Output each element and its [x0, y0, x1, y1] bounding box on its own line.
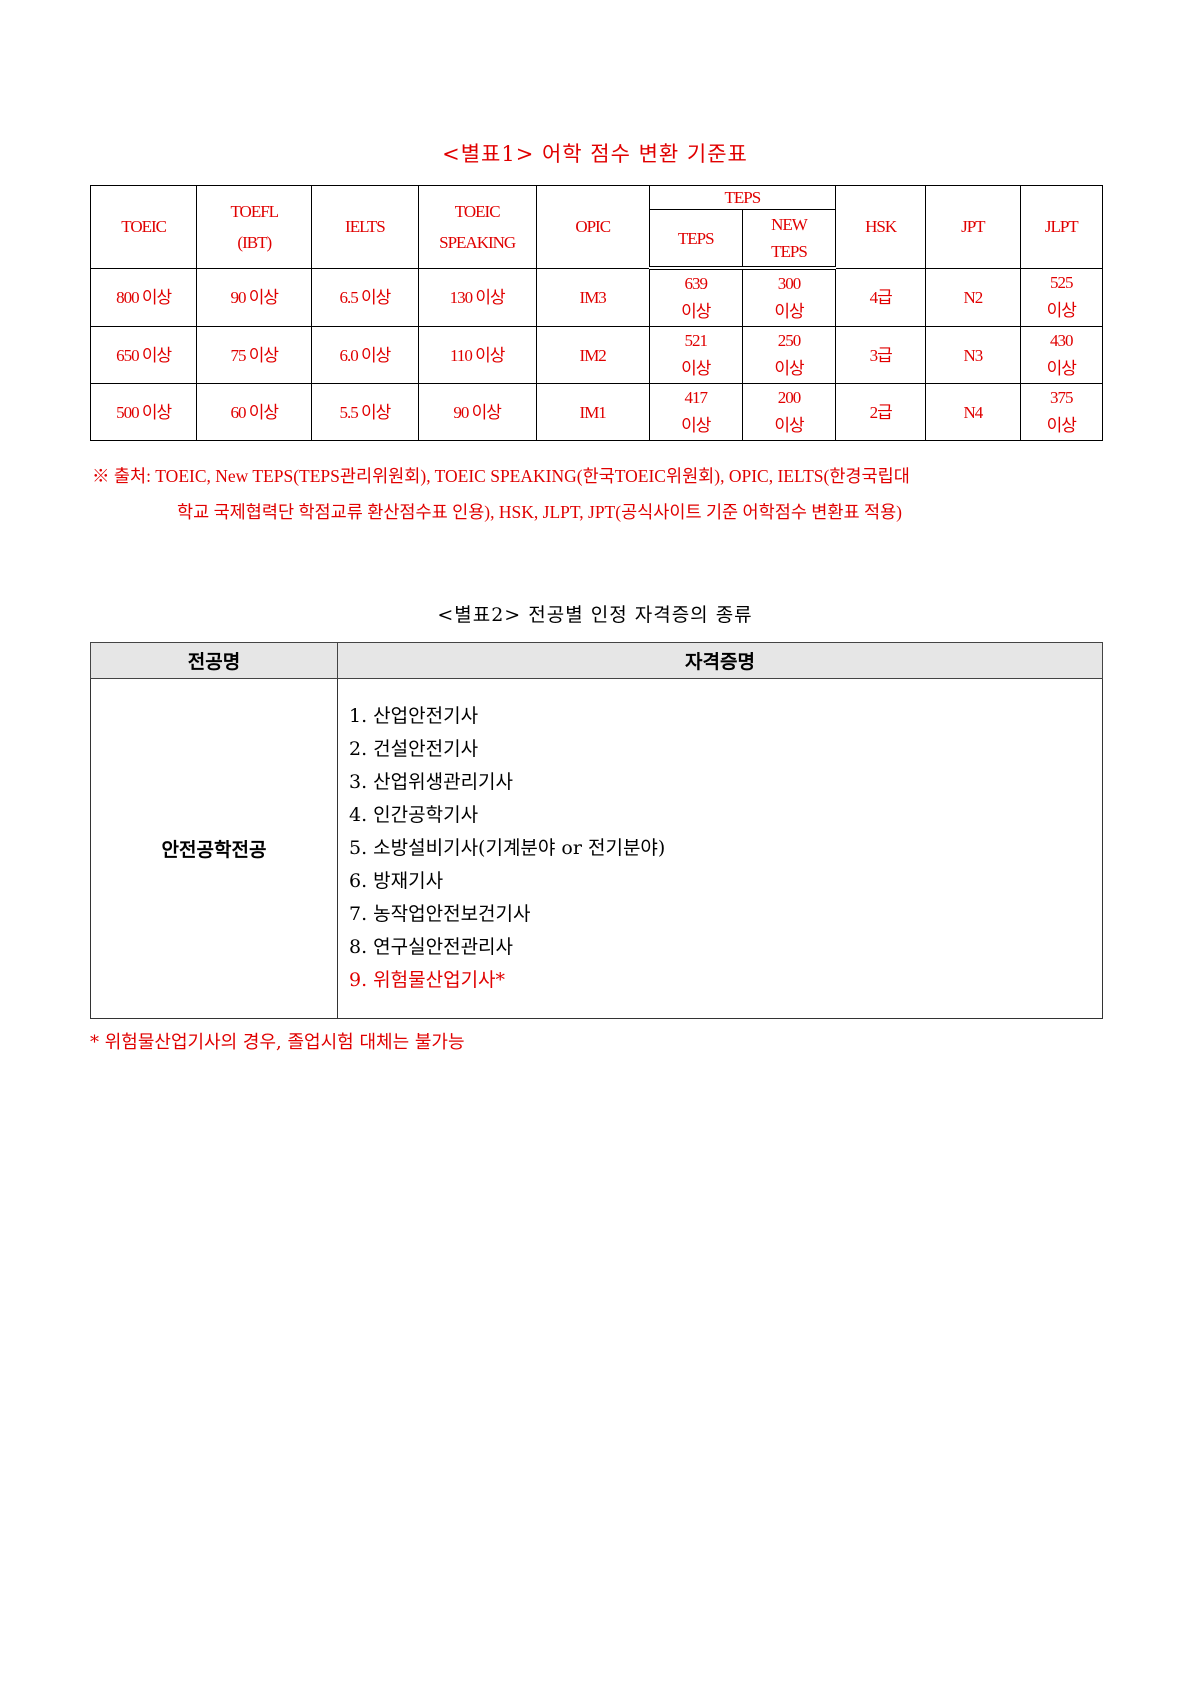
certificate-list: 1. 산업안전기사 2. 건설안전기사 3. 산업위생관리기사 4. 인간공학기사 5.…	[339, 680, 1101, 1017]
cell-teps: 639 이상	[648, 267, 743, 327]
cell-line: 300	[777, 274, 802, 293]
cell-toefl: 75 이상	[196, 326, 313, 384]
header-ielts: IELTS	[311, 185, 419, 269]
cell-new-teps: 300 이상	[741, 267, 837, 327]
header-toefl-l2: (IBT)	[237, 232, 272, 252]
header-nt-l1: NEW	[771, 215, 808, 234]
table-header-row: 전공명 자격증명	[90, 642, 1103, 679]
certificate-item: 8. 연구실안전관리사	[349, 936, 514, 958]
table1-source-note: ※ 출처: TOEIC, New TEPS(TEPS관리위원회), TOEIC …	[92, 458, 1102, 530]
header-ts-l1: TOEIC	[454, 201, 501, 221]
cell-ielts: 5.5 이상	[311, 383, 419, 441]
certificate-item: 5. 소방설비기사(기계분야 or 전기분야)	[349, 837, 666, 859]
cell-toeic: 500 이상	[89, 383, 198, 441]
header-jlpt: JLPT	[1019, 185, 1104, 269]
cell-new-teps: 250 이상	[741, 326, 837, 384]
note-line-1: ※ 출처: TOEIC, New TEPS(TEPS관리위원회), TOEIC …	[92, 466, 910, 486]
header-teps-group: TEPS	[648, 185, 837, 210]
header-toefl: TOEFL (IBT)	[196, 185, 313, 269]
major-name: 안전공학전공	[90, 678, 338, 1019]
certificate-item: 4. 인간공학기사	[349, 804, 479, 826]
cell-line: 이상	[681, 416, 711, 435]
cell-hsk: 2급	[835, 383, 927, 441]
cell-teps: 521 이상	[648, 326, 743, 384]
cell-hsk: 3급	[835, 326, 927, 384]
cell-line: 375	[1050, 388, 1074, 407]
table-row: 안전공학전공 1. 산업안전기사 2. 건설안전기사 3. 산업위생관리기사 4. 인…	[90, 678, 1103, 1019]
cell-toefl: 60 이상	[196, 383, 313, 441]
cell-teps: 417 이상	[648, 383, 743, 441]
table-header-row-2: TEPS NEW TEPS	[91, 209, 1103, 270]
cell-toeic-speaking: 130 이상	[417, 267, 537, 327]
certificate-list-cell: 1. 산업안전기사 2. 건설안전기사 3. 산업위생관리기사 4. 인간공학기사 5.…	[337, 678, 1103, 1019]
cell-line: 521	[684, 331, 708, 350]
cell-line: 250	[777, 331, 802, 350]
note-line-2: 학교 국제협력단 학점교류 환산점수표 인용), HSK, JLPT, JPT(…	[177, 502, 902, 522]
header-toefl-l1: TOEFL	[230, 201, 279, 221]
cell-jlpt: 375 이상	[1019, 383, 1104, 441]
cell-hsk: 4급	[835, 267, 927, 327]
certificate-item: 9. 위험물산업기사*	[349, 969, 506, 991]
cell-line: 이상	[1046, 359, 1077, 378]
cell-line: 200	[777, 388, 802, 407]
cell-new-teps: 200 이상	[741, 383, 837, 441]
cell-ielts: 6.0 이상	[311, 326, 419, 384]
cell-jpt: N3	[925, 326, 1021, 384]
certificate-item: 7. 농작업안전보건기사	[349, 903, 531, 925]
header-toeic-speaking: TOEIC SPEAKING	[417, 185, 537, 269]
certificate-item: 2. 건설안전기사	[349, 738, 479, 760]
cell-ielts: 6.5 이상	[311, 267, 419, 327]
table-row: 500 이상 60 이상 5.5 이상 90 이상 IM1 417 이상 200 이상 2급 N4 3…	[89, 383, 1104, 441]
header-opic: OPIC	[535, 185, 650, 269]
cell-line: 이상	[1046, 416, 1077, 435]
cell-toeic: 800 이상	[89, 267, 198, 327]
certificate-item: 3. 산업위생관리기사	[349, 771, 514, 793]
cell-toefl: 90 이상	[196, 267, 313, 327]
table-header-row: TOEIC TOEFL (IBT) IELTS TOEIC SPEAKING OPI…	[89, 185, 1104, 269]
header-certificates: 자격증명	[337, 642, 1103, 679]
header-ts-l2: SPEAKING	[439, 232, 516, 252]
table2-title: <별표2> 전공별 인정 자격증의 종류	[437, 604, 753, 626]
cell-line: 639	[684, 274, 708, 293]
cell-jlpt: 525 이상	[1019, 267, 1104, 327]
cell-line: 이상	[681, 359, 711, 378]
table-row: 800 이상 90 이상 6.5 이상 130 이상 IM3 639 이상 300 이상 4급 N2…	[89, 267, 1104, 327]
certificate-item: 6. 방재기사	[349, 870, 444, 892]
header-new-teps: NEW TEPS	[741, 209, 837, 270]
cell-line: 525	[1050, 273, 1074, 293]
cell-line: 이상	[774, 416, 804, 435]
table-row: 650 이상 75 이상 6.0 이상 110 이상 IM2 521 이상 250 이상 3급 N3…	[89, 326, 1104, 384]
cell-jpt: N2	[925, 267, 1021, 327]
cell-line: 417	[684, 388, 708, 407]
table2-footnote: * 위험물산업기사의 경우, 졸업시험 대체는 불가능	[90, 1032, 465, 1053]
cell-line: 이상	[1046, 301, 1077, 321]
cell-opic: IM1	[535, 383, 650, 441]
certificate-table: 전공명 자격증명 안전공학전공 1. 산업안전기사 2. 건설안전기사 3. 산업위…	[90, 642, 1103, 1019]
cell-opic: IM3	[535, 267, 650, 327]
table1-title: <별표1> 어학 점수 변환 기준표	[442, 142, 748, 166]
header-nt-l2: TEPS	[771, 242, 808, 261]
header-major: 전공명	[90, 642, 338, 679]
cell-toeic-speaking: 110 이상	[417, 326, 537, 384]
cell-jlpt: 430 이상	[1019, 326, 1104, 384]
cell-toeic-speaking: 90 이상	[417, 383, 537, 441]
cell-jpt: N4	[925, 383, 1021, 441]
cell-toeic: 650 이상	[89, 326, 198, 384]
cell-line: 430	[1050, 331, 1074, 350]
cell-line: 이상	[774, 359, 804, 378]
cell-opic: IM2	[535, 326, 650, 384]
certificate-item: 1. 산업안전기사	[349, 705, 479, 727]
cell-line: 이상	[774, 302, 804, 321]
header-hsk: HSK	[835, 185, 927, 269]
header-jpt: JPT	[925, 185, 1021, 269]
header-toeic: TOEIC	[89, 185, 198, 269]
cell-line: 이상	[681, 302, 711, 321]
language-score-table: TOEIC TOEFL (IBT) IELTS TOEIC SPEAKING OPI…	[89, 185, 1104, 441]
header-teps: TEPS	[648, 209, 743, 270]
